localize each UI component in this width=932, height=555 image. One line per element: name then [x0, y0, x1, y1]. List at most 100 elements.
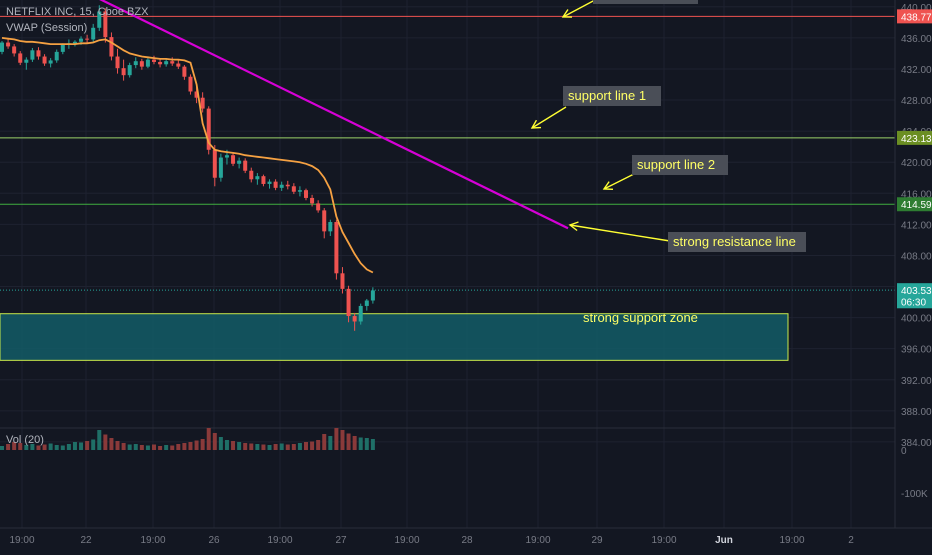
candle-body: [334, 222, 339, 274]
candle-body: [328, 222, 333, 232]
time-label: 19:00: [267, 535, 292, 546]
volume-bar: [91, 439, 96, 450]
volume-bar: [370, 439, 375, 450]
candle-body: [340, 273, 345, 289]
time-label: 27: [335, 535, 347, 546]
candle-body: [297, 190, 302, 192]
volume-bar: [85, 441, 90, 450]
time-label: 19:00: [651, 535, 676, 546]
vwap-line: [1, 37, 374, 274]
annotation-text: support line 2: [637, 157, 715, 172]
time-label: 29: [591, 535, 603, 546]
volume-bars: [0, 428, 375, 450]
candle-body: [231, 155, 236, 164]
candle-body: [24, 59, 29, 63]
volume-bar: [297, 443, 302, 450]
volume-bar: [18, 443, 23, 450]
price-badge-text: 414.59: [901, 200, 932, 211]
candle-body: [346, 288, 351, 317]
volume-bar: [224, 440, 229, 450]
volume-bar: [60, 445, 65, 450]
volume-bar: [6, 444, 11, 450]
candle-body: [36, 50, 41, 57]
candle-body: [291, 186, 296, 192]
candle-body: [152, 59, 156, 62]
candle-body: [273, 181, 278, 188]
volume-bar: [48, 443, 53, 450]
support-zone: [0, 313, 789, 361]
volume-bar: [212, 433, 217, 450]
price-badge-text: 438.77: [901, 12, 932, 23]
vwap-legend[interactable]: VWAP (Session): [6, 22, 88, 34]
candle-body: [145, 59, 150, 67]
arrow-head: [568, 221, 579, 232]
time-axis: 19:00 22 19:00 26 19:00 27 19:00 28 19:00 29 19:00…: [9, 535, 854, 546]
symbol-legend[interactable]: NETFLIX INC, 15, Cboe BZX: [6, 6, 149, 18]
price-tick: 408.00: [901, 251, 932, 262]
volume-legend[interactable]: Vol (20): [6, 434, 44, 446]
price-tick: 420.00: [901, 158, 932, 169]
time-label: Jun: [715, 535, 733, 546]
annotation-support-line-2: support line 2: [632, 155, 728, 175]
volume-bar: [42, 444, 47, 450]
volume-bar: [0, 446, 4, 450]
price-tick: 400.00: [901, 314, 932, 325]
arrow-shaft: [569, 224, 671, 242]
volume-bar: [170, 445, 175, 450]
volume-bar: [103, 434, 108, 450]
candle-body: [48, 60, 53, 64]
candle-body: [182, 66, 187, 77]
candle-body: [72, 41, 77, 44]
volume-bar: [231, 441, 236, 450]
candle-body: [237, 160, 242, 164]
price-tick: 436.00: [901, 34, 932, 45]
candle-body: [79, 38, 84, 42]
volume-bar: [358, 437, 363, 450]
price-tick: 428.00: [901, 96, 932, 107]
volume-bar: [279, 443, 284, 450]
price-tick: 440.00: [901, 3, 932, 14]
candle-body: [212, 149, 217, 178]
price-badge-bg: [897, 197, 932, 212]
volume-bar: [316, 440, 321, 450]
time-label: 19:00: [394, 535, 419, 546]
price-badge-bg: [897, 294, 932, 309]
price-badge: 423.13: [897, 130, 932, 145]
volume-bar: [261, 444, 266, 450]
candle-body: [127, 65, 132, 76]
resistance-line: [99, 0, 569, 230]
volume-bar: [285, 444, 290, 450]
volume-bar: [139, 445, 144, 450]
volume-bar: [79, 442, 84, 450]
volume-bar: [12, 442, 17, 450]
candle-body: [267, 181, 272, 184]
arrow-shaft: [531, 106, 567, 129]
volume-bar: [334, 428, 339, 450]
price-badge: 403.53: [897, 283, 932, 298]
volume-bar: [145, 445, 150, 450]
volume-bar: [133, 444, 138, 450]
candle-body: [85, 38, 90, 40]
price-badge-bg: [897, 9, 932, 24]
volume-bar: [188, 442, 193, 450]
annotation-text: strong resistance line: [673, 234, 796, 249]
annotation-box: [563, 86, 661, 106]
candle-body: [310, 197, 315, 204]
candle-body: [206, 108, 211, 150]
volume-bar: [127, 444, 132, 450]
price-badge: 06:30: [897, 294, 932, 309]
arrow-head: [602, 181, 614, 191]
volume-bar: [200, 439, 205, 450]
candles: [0, 5, 375, 331]
volume-tick: -100K: [901, 489, 928, 500]
time-label: 19:00: [140, 535, 165, 546]
price-tick: 392.00: [901, 376, 932, 387]
candle-body: [188, 76, 193, 92]
volume-bar: [152, 444, 156, 450]
top-annotation-box: [593, 0, 698, 4]
candle-body: [243, 160, 248, 171]
price-badge-bg: [897, 283, 932, 298]
candle-body: [121, 68, 126, 76]
volume-bar: [267, 445, 272, 450]
